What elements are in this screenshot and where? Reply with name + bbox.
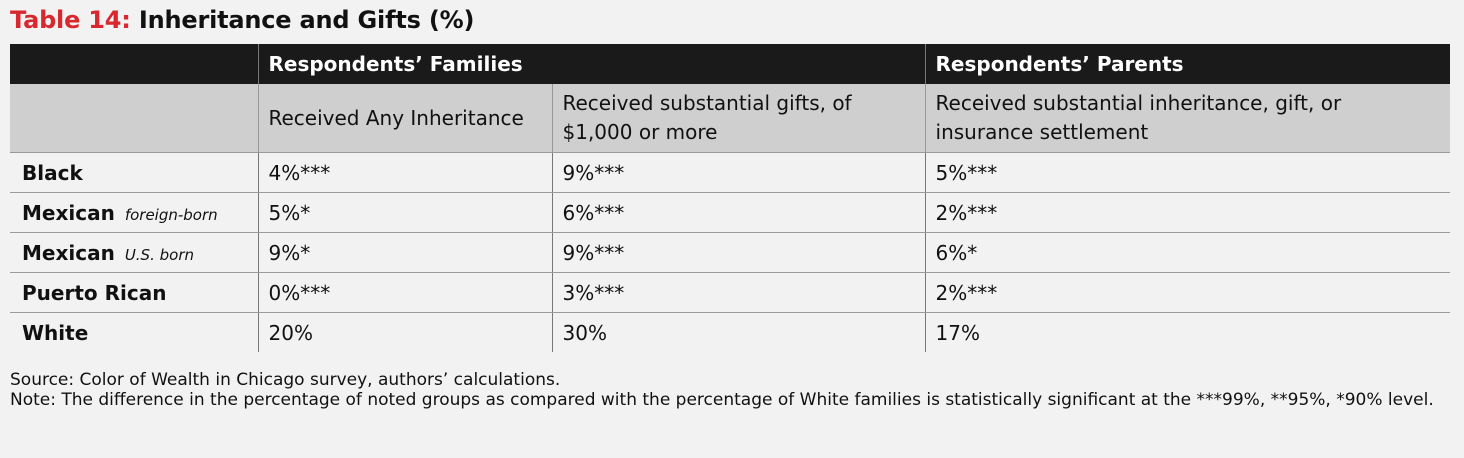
table-row: Puerto Rican 0%*** 3%*** 2%*** (10, 272, 1451, 313)
cell-any-inheritance: 20% (257, 312, 552, 352)
sub-header-any-inheritance: Received Any Inheritance (257, 84, 552, 153)
row-label: Puerto Rican (10, 272, 258, 313)
group-name: White (22, 320, 89, 345)
cell-parents-inheritance: 6%* (924, 232, 1451, 273)
band-header-families: Respondents’ Families (257, 44, 926, 84)
cell-parents-inheritance: 5%*** (924, 152, 1451, 193)
cell-substantial-gifts: 9%*** (551, 152, 926, 193)
row-label: Mexican U.S. born (10, 232, 258, 273)
table-row: Black 4%*** 9%*** 5%*** (10, 152, 1451, 193)
table-row: White 20% 30% 17% (10, 312, 1451, 353)
group-name: Mexican (22, 200, 115, 225)
table-row: Mexican foreign-born 5%* 6%*** 2%*** (10, 192, 1451, 233)
band-header-row: Respondents’ Families Respondents’ Paren… (10, 44, 1451, 84)
cell-substantial-gifts: 3%*** (551, 272, 926, 313)
cell-parents-inheritance: 17% (924, 312, 1451, 352)
row-label: Mexican foreign-born (10, 192, 258, 233)
source-note: Source: Color of Wealth in Chicago surve… (10, 370, 561, 390)
row-label: White (10, 313, 258, 353)
sub-header-substantial-gifts: Received substantial gifts, of $1,000 or… (551, 84, 926, 153)
sub-header-empty (10, 84, 258, 153)
table-number: Table 14: (10, 6, 131, 34)
group-name: Black (22, 160, 83, 185)
cell-substantial-gifts: 9%*** (551, 232, 926, 273)
cell-parents-inheritance: 2%*** (924, 272, 1451, 313)
cell-any-inheritance: 9%* (257, 232, 552, 273)
table-footer: Source: Color of Wealth in Chicago surve… (10, 370, 1454, 410)
group-qualifier: U.S. born (124, 245, 194, 264)
band-header-empty (10, 44, 258, 84)
significance-note: Note: The difference in the percentage o… (10, 390, 1434, 410)
band-header-parents: Respondents’ Parents (924, 44, 1451, 84)
cell-substantial-gifts: 30% (551, 312, 926, 352)
table-title-text: Inheritance and Gifts (%) (138, 6, 475, 34)
inheritance-table: Respondents’ Families Respondents’ Paren… (10, 44, 1451, 353)
table-row: Mexican U.S. born 9%* 9%*** 6%* (10, 232, 1451, 273)
cell-substantial-gifts: 6%*** (551, 192, 926, 233)
cell-any-inheritance: 5%* (257, 192, 552, 233)
sub-header-parents-inheritance: Received substantial inheritance, gift, … (924, 84, 1451, 153)
cell-any-inheritance: 4%*** (257, 152, 552, 193)
group-name: Mexican (22, 240, 115, 265)
cell-parents-inheritance: 2%*** (924, 192, 1451, 233)
sub-header-row: Received Any Inheritance Received substa… (10, 84, 1451, 153)
row-label: Black (10, 152, 258, 193)
group-qualifier: foreign-born (124, 205, 218, 224)
cell-any-inheritance: 0%*** (257, 272, 552, 313)
table-title: Table 14: Inheritance and Gifts (%) (10, 6, 474, 34)
group-name: Puerto Rican (22, 280, 167, 305)
